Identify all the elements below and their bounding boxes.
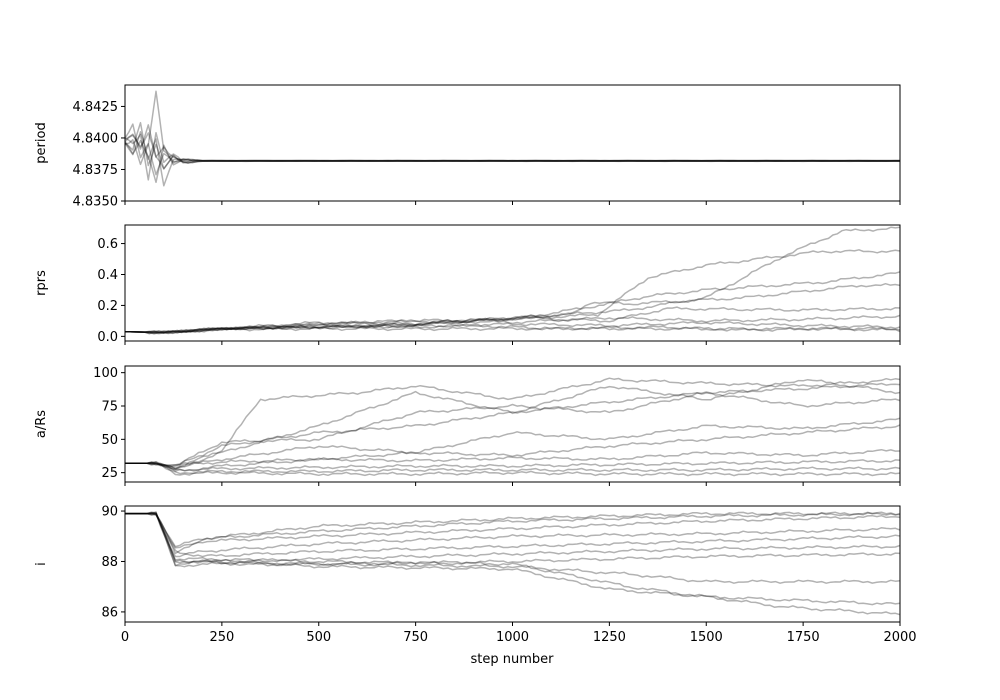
y-axis-label: rprs [34, 270, 49, 296]
y-tick-label: 75 [101, 400, 118, 415]
y-tick-label: 4.8425 [73, 100, 119, 115]
y-tick-label: 100 [93, 366, 118, 381]
walker-trace-5 [125, 226, 900, 334]
walker-trace-5 [125, 512, 900, 584]
walker-trace-3 [125, 306, 900, 335]
walker-trace-0 [125, 382, 900, 467]
walker-trace-7 [125, 377, 900, 471]
walker-trace-2 [125, 123, 900, 176]
x-tick-label: 500 [306, 630, 331, 645]
panels-group: 4.83504.83754.84004.8425period0.00.20.40… [34, 84, 917, 645]
y-tick-label: 86 [101, 605, 118, 620]
y-axis-label: i [34, 562, 49, 566]
walker-trace-7 [125, 131, 900, 187]
x-tick-label: 250 [209, 630, 234, 645]
x-tick-label: 1750 [787, 630, 820, 645]
y-axis-label: a/Rs [34, 410, 49, 438]
walker-lines [125, 226, 900, 335]
walker-trace-1 [125, 320, 900, 335]
walker-trace-2 [125, 424, 900, 472]
y-tick-label: 0.2 [97, 299, 118, 314]
panel-0: 4.8350 4.8375 4.8400 4.8425 period [34, 84, 901, 210]
y-tick-label: 4.8350 [73, 195, 119, 210]
x-tick-label: 750 [403, 630, 428, 645]
walker-lines [125, 377, 900, 477]
y-tick-label: 90 [101, 505, 118, 520]
x-tick-label: 1000 [496, 630, 529, 645]
y-tick-label: 25 [101, 466, 118, 481]
walker-trace-8 [125, 323, 900, 335]
walker-trace-4 [125, 512, 900, 558]
y-tick-label: 50 [101, 433, 118, 448]
walker-trace-2 [125, 512, 900, 564]
y-axis-label: period [34, 122, 49, 163]
walker-lines [125, 90, 900, 187]
walker-lines [125, 511, 900, 616]
panel-2: 25 50 75 100 a/Rs [34, 365, 901, 486]
walker-trace-9 [125, 448, 900, 467]
walker-trace-7 [125, 511, 900, 616]
walker-trace-5 [125, 462, 900, 477]
walker-trace-2 [125, 314, 900, 335]
y-tick-label: 0.0 [97, 330, 118, 345]
x-tick-label: 1250 [593, 630, 626, 645]
y-tick-label: 4.8375 [73, 163, 119, 178]
panel-frame [124, 505, 901, 623]
walker-trace-4 [125, 249, 900, 334]
walker-trace-4 [125, 139, 900, 184]
y-tick-label: 88 [101, 555, 118, 570]
x-axis-label: step number [471, 652, 555, 667]
walker-trace-1 [125, 378, 900, 469]
x-tick-label: 2000 [883, 630, 916, 645]
y-tick-label: 4.8400 [73, 131, 119, 146]
panel-3: 86 88 90 0 250 500 750 1000 1250 1500 1750 2000 i [34, 505, 917, 645]
walker-trace-4 [125, 462, 900, 475]
walker-trace-0 [125, 512, 900, 549]
panel-frame [124, 84, 901, 202]
walker-trace-6 [125, 90, 900, 166]
walker-trace-0 [125, 326, 900, 335]
walker-trace-6 [125, 271, 900, 334]
walker-trace-6 [125, 511, 900, 606]
walker-trace-9 [125, 511, 900, 548]
walker-trace-1 [125, 511, 900, 555]
walker-trace-5 [125, 124, 900, 170]
walker-trace-1 [125, 121, 900, 170]
x-tick-label: 0 [121, 630, 129, 645]
walker-trace-3 [125, 131, 900, 181]
y-tick-label: 0.4 [97, 268, 118, 283]
walker-trace-8 [125, 511, 900, 558]
panel-1: 0.0 0.2 0.4 0.6 rprs [34, 224, 901, 345]
walker-trace-3 [125, 459, 900, 472]
walker-trace-7 [125, 282, 900, 335]
x-tick-label: 1500 [690, 630, 723, 645]
walker-trace-8 [125, 391, 900, 468]
walker-trace-0 [125, 132, 900, 162]
walker-trace-6 [125, 417, 900, 470]
walker-trace-3 [125, 512, 900, 568]
y-tick-label: 0.6 [97, 237, 118, 252]
